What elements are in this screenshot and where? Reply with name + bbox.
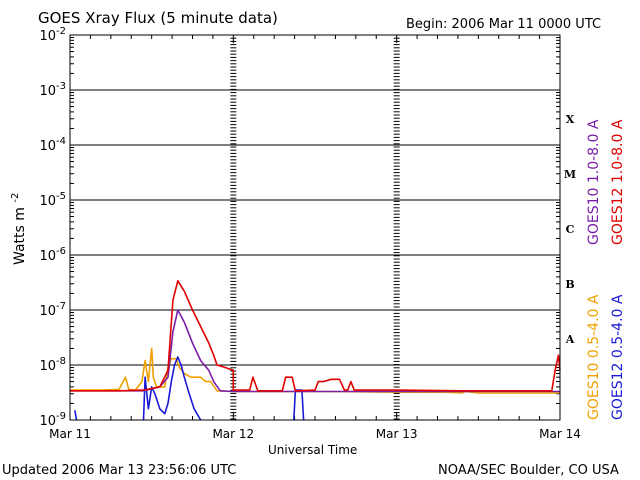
y-tick-label: 10-4: [39, 136, 66, 154]
credit-text: NOAA/SEC Boulder, CO USA: [438, 463, 619, 478]
x-tick-label: Mar 12: [212, 427, 254, 441]
y-tick-label: 10-5: [39, 191, 66, 209]
legend-entry: GOES10 1.0-8.0 A: [586, 119, 602, 245]
legend-entry: GOES10 0.5-4.0 A: [586, 294, 602, 420]
chart-title: GOES Xray Flux (5 minute data): [38, 9, 278, 27]
x-axis-label: Universal Time: [268, 443, 357, 457]
begin-date: Begin: 2006 Mar 11 0000 UTC: [406, 17, 601, 32]
flare-class-label: C: [566, 223, 575, 236]
series-line-goes10-0-5-4-0-a: [70, 347, 560, 394]
flare-class-label: B: [565, 278, 574, 291]
y-tick-label: 10-6: [39, 246, 66, 264]
flare-class-label: X: [566, 113, 575, 126]
y-axis-label: Watts m -2: [10, 193, 28, 265]
legend-entry: GOES12 0.5-4.0 A: [610, 294, 626, 420]
series-line-goes12-0-5-4-0-a-segment: [293, 389, 305, 421]
series-line-goes12-0-5-4-0-a: [142, 356, 202, 421]
y-tick-label: 10-7: [39, 301, 66, 319]
series-line-goes12-0-5-4-0-a-segment: [74, 410, 78, 421]
y-tick-label: 10-2: [39, 26, 66, 44]
y-tick-label: 10-8: [39, 356, 66, 374]
x-tick-label: Mar 13: [376, 427, 418, 441]
flare-class-label: A: [565, 333, 575, 346]
y-tick-label: 10-9: [39, 411, 66, 429]
grid-lines: [69, 34, 561, 420]
plot-frame: [69, 34, 561, 421]
flare-class-label: M: [564, 168, 576, 181]
series-line-goes12-1-0-8-0-a: [70, 279, 561, 392]
updated-timestamp: Updated 2006 Mar 13 23:56:06 UTC: [2, 463, 236, 478]
y-tick-label: 10-3: [39, 81, 66, 99]
series-lines: [70, 279, 561, 421]
x-tick-label: Mar 14: [539, 427, 581, 441]
legend-entry: GOES12 1.0-8.0 A: [610, 119, 626, 245]
series-line-goes10-1-0-8-0-a: [70, 309, 560, 393]
x-tick-label: Mar 11: [49, 427, 91, 441]
